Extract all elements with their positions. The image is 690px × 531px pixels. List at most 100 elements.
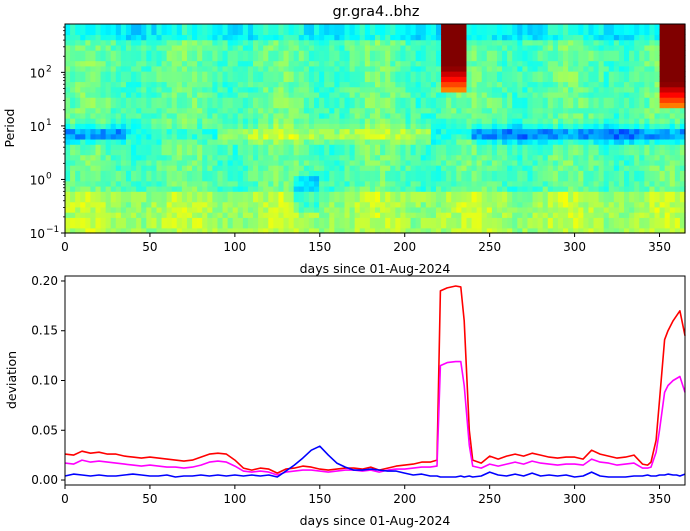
heatmap-cell [237, 65, 244, 72]
heatmap-cell [507, 71, 513, 77]
heatmap-cell [273, 165, 280, 171]
heatmap-cell [441, 185, 447, 192]
heatmap-cell [349, 185, 356, 192]
heatmap-cell [186, 118, 193, 124]
heatmap-cell [314, 60, 320, 67]
heatmap-cell [664, 29, 671, 36]
heatmap-cell [197, 133, 203, 140]
heatmap-cell [517, 201, 523, 208]
heatmap-cell [369, 185, 376, 192]
heatmap-cell [441, 34, 447, 41]
heatmap-cell [364, 185, 371, 192]
heatmap-cell [461, 144, 468, 150]
heatmap-cell [639, 97, 645, 103]
heatmap-cell [481, 149, 488, 156]
heatmap-cell [466, 97, 473, 103]
heatmap-cell [298, 206, 305, 213]
heatmap-cell [258, 112, 264, 119]
heatmap-cell [232, 222, 239, 229]
heatmap-cell [400, 206, 407, 213]
heatmap-cell [420, 107, 427, 114]
heatmap-cell [176, 65, 183, 72]
heatmap-cell [136, 65, 142, 72]
heatmap-cell [471, 159, 478, 166]
heatmap-cell [639, 123, 645, 130]
heatmap-cell [664, 50, 671, 56]
heatmap-cell [166, 39, 173, 46]
heatmap-cell [375, 144, 381, 150]
heatmap-cell [380, 76, 386, 83]
heatmap-cell [405, 91, 412, 98]
heatmap-cell [65, 50, 71, 56]
heatmap-cell [502, 112, 508, 119]
heatmap-cell [334, 118, 341, 124]
heatmap-cell [375, 71, 381, 77]
heatmap-cell [364, 212, 371, 218]
heatmap-cell [339, 34, 346, 41]
heatmap-cell [329, 81, 335, 88]
heatmap-cell [120, 201, 127, 208]
heatmap-cell [349, 55, 356, 62]
heatmap-cell [613, 212, 620, 218]
heatmap-cell [197, 212, 203, 218]
heatmap-cell [466, 24, 473, 30]
heatmap-cell [456, 81, 462, 88]
heatmap-cell [456, 44, 462, 51]
heatmap-cell [375, 154, 381, 161]
heatmap-cell [659, 76, 666, 83]
heatmap-cell [288, 206, 295, 213]
heatmap-cell [532, 133, 539, 140]
heatmap-cell [466, 144, 473, 150]
heatmap-cell [319, 60, 325, 67]
heatmap-cell [451, 196, 457, 203]
heatmap-cell [242, 170, 249, 177]
heatmap-cell [166, 107, 173, 114]
heatmap-cell [537, 24, 544, 30]
heatmap-cell [461, 34, 468, 41]
heatmap-cell [410, 133, 417, 140]
heatmap-cell [237, 55, 244, 62]
heatmap-cell [268, 29, 274, 36]
heatmap-cell [273, 227, 280, 234]
heatmap-cell [212, 175, 219, 182]
heatmap-cell [288, 76, 295, 83]
heatmap-cell [441, 191, 447, 198]
heatmap-cell [496, 170, 503, 177]
heatmap-cell [247, 180, 254, 187]
heatmap-cell [359, 196, 366, 203]
heatmap-cell [563, 71, 569, 77]
heatmap-cell [95, 217, 102, 224]
heatmap-cell [502, 71, 508, 77]
heatmap-cell [263, 50, 269, 56]
heatmap-cell [476, 138, 483, 145]
heatmap-cell [557, 81, 564, 88]
heatmap-cell [451, 149, 457, 156]
heatmap-cell [212, 107, 219, 114]
heatmap-cell [573, 76, 579, 83]
heatmap-cell [278, 180, 285, 187]
heatmap-cell [400, 91, 407, 98]
heatmap-cell [512, 170, 518, 177]
heatmap-cell [502, 201, 508, 208]
heatmap-cell [629, 159, 635, 166]
heatmap-cell [466, 112, 473, 119]
heatmap-cell [202, 65, 208, 72]
heatmap-cell [435, 201, 442, 208]
heatmap-cell [624, 206, 630, 213]
heatmap-cell [491, 133, 498, 140]
heatmap-cell [141, 118, 147, 124]
heatmap-cell [415, 170, 422, 177]
heatmap-cell [141, 34, 147, 41]
heatmap-cell [100, 159, 107, 166]
heatmap-cell [232, 97, 239, 103]
heatmap-cell [649, 118, 656, 124]
heatmap-cell [298, 212, 305, 218]
heatmap-cell [120, 123, 127, 130]
heatmap-cell [75, 212, 81, 218]
heatmap-cell [527, 138, 534, 145]
heatmap-cell [491, 138, 498, 145]
heatmap-cell [314, 133, 320, 140]
heatmap-cell [349, 206, 356, 213]
heatmap-cell [65, 44, 71, 51]
heatmap-cell [70, 159, 76, 166]
